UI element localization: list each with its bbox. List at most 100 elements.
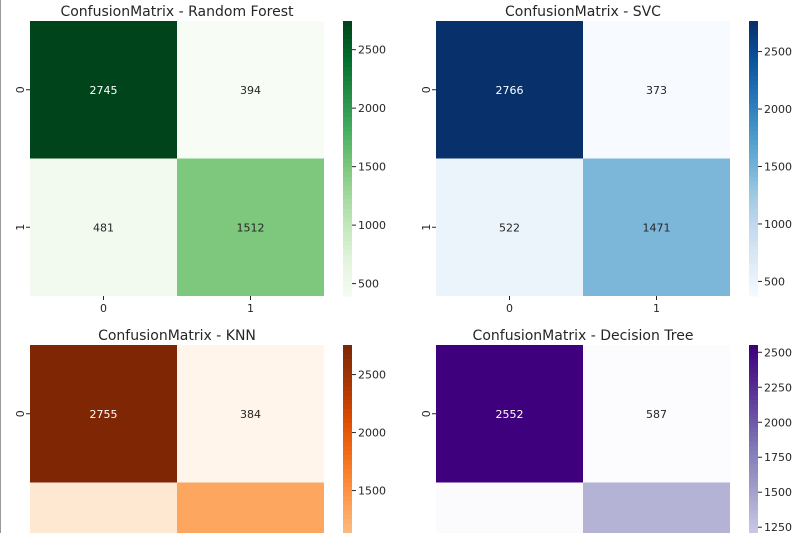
y-tick-label: 1 [420,224,433,231]
colorbar-segment [749,263,758,270]
colorbar-segment [343,487,352,493]
colorbar-segment [749,514,758,520]
colorbar-segment [343,140,352,146]
colorbar-segment [343,121,352,128]
colorbar-tick-label: 2000 [764,416,792,429]
heatmap-cell [436,482,583,533]
cell-value-label: 587 [646,408,667,421]
colorbar-segment [343,43,352,50]
colorbar-segment [343,514,352,520]
x-tick-label: 0 [506,302,513,315]
colorbar-segment [343,144,352,150]
colorbar-segment [749,422,758,429]
colorbar-segment [749,218,758,224]
colorbar-segment [749,208,758,215]
colorbar-segment [749,528,758,533]
colorbar-segment [343,62,352,68]
colorbar-segment [749,441,758,447]
colorbar-segment [343,103,352,109]
colorbar-segment [343,491,352,497]
colorbar-segment [343,291,352,297]
colorbar-segment [343,158,352,164]
colorbar-segment [343,528,352,533]
colorbar-segment [343,282,352,288]
colorbar-segment [343,468,352,474]
colorbar-segment [749,103,758,109]
colorbar-segment [749,39,758,45]
colorbar-segment [749,94,758,100]
heatmap-panel-3: ConfusionMatrix - Decision Tree 2552 587 0 1… [420,328,792,533]
colorbar-segment [749,377,758,383]
colorbar-segment [749,404,758,410]
colorbar-segment [749,268,758,274]
colorbar-segment [749,409,758,415]
colorbar-segment [749,48,758,54]
colorbar-segment [343,199,352,205]
colorbar-segment [749,80,758,86]
colorbar-segment [343,172,352,178]
colorbar-segment [749,413,758,419]
colorbar-segment [749,231,758,238]
colorbar-segment [343,395,352,401]
colorbar-segment [749,195,758,201]
colorbar-segment [749,98,758,105]
colorbar-segment [749,487,758,493]
cell-value-label: 2766 [496,84,524,97]
colorbar-segment [749,117,758,123]
colorbar-segment [343,126,352,132]
colorbar-segment [343,176,352,183]
colorbar-segment [343,76,352,82]
heatmap-cell [30,345,177,483]
colorbar-segment [343,167,352,173]
colorbar-segment [749,140,758,146]
heatmap-cell [177,21,324,159]
colorbar-segment [749,282,758,288]
colorbar-segment [343,464,352,470]
heatmap-cell [436,158,583,296]
colorbar-segment [343,413,352,419]
colorbar-segment [749,53,758,59]
heatmap-panel-2: ConfusionMatrix - KNN 2755 384 0 1500 2000 250… [14,328,386,533]
colorbar-tick-label: 2500 [358,44,386,57]
colorbar-segment [343,21,352,27]
colorbar-segment [749,277,758,283]
colorbar-segment [343,445,352,452]
colorbar-segment [749,286,758,293]
colorbar-segment [749,363,758,369]
colorbar-segment [749,167,758,173]
colorbar-segment [749,43,758,50]
colorbar-segment [343,149,352,155]
colorbar-segment [343,48,352,54]
colorbar-segment [343,66,352,73]
colorbar-segment [343,213,352,219]
colorbar-segment [343,510,352,516]
y-tick-label: 1 [14,224,27,231]
heatmap-cell [583,482,730,533]
colorbar-segment [343,372,352,378]
cell-value-label: 394 [240,84,261,97]
cell-value-label: 1512 [237,221,265,234]
x-tick-label: 1 [247,302,254,315]
colorbar-segment [343,455,352,461]
colorbar-segment [749,291,758,297]
colorbar-segment [343,523,352,529]
colorbar-segment [749,367,758,374]
colorbar-segment [343,345,352,351]
colorbar-tick-label: 2500 [358,369,386,382]
colorbar-segment [749,259,758,265]
colorbar-segment [749,135,758,141]
colorbar-segment [343,89,352,95]
colorbar-segment [343,190,352,196]
colorbar-segment [749,432,758,438]
colorbar-segment [749,354,758,360]
heatmap-cell [583,21,730,159]
heatmap-cell [583,158,730,296]
colorbar-segment [343,432,352,438]
colorbar-segment [749,172,758,178]
colorbar-segment [749,482,758,488]
colorbar-segment [749,473,758,479]
cell-value-label: 2745 [90,84,118,97]
colorbar-segment [343,422,352,429]
colorbar-segment [749,455,758,461]
